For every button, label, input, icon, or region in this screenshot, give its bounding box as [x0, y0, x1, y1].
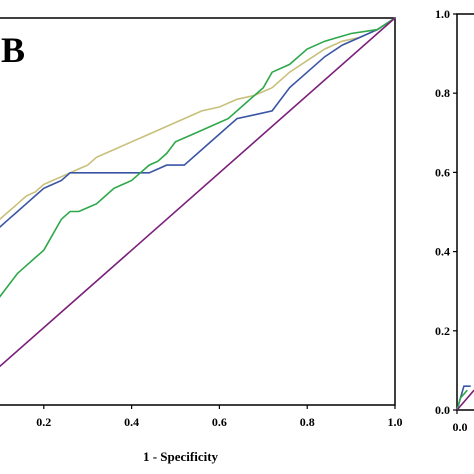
panel-c: 0.0 0.2 0.4 0.6 0.8 1.0 0.0	[435, 7, 474, 434]
panel-b-series-line-4	[0, 17, 396, 368]
panel-b-series-line-2	[0, 17, 396, 228]
panel-c-series-line-3	[456, 389, 474, 411]
panel-c-plot-frame	[456, 13, 474, 411]
panel-c-y-tick-label: 1.0	[435, 7, 450, 21]
panel-c-y-tick-label: 0.0	[435, 403, 450, 417]
panel-b-series-line-3	[0, 17, 396, 298]
panel-b-x-tick-label: 1.0	[388, 415, 403, 429]
panel-c-series-group	[456, 385, 474, 411]
panel-b-x-tick-label: 0.6	[212, 415, 227, 429]
panel-b-x-tick-label: 0.2	[36, 415, 51, 429]
panel-b-x-axis: 0.2 0.4 0.6 0.8 1.0	[36, 405, 403, 429]
panel-c-y-tick-label: 0.8	[435, 86, 450, 100]
panel-b-x-tick-label: 0.8	[300, 415, 315, 429]
panel-c-x-axis: 0.0	[453, 410, 468, 434]
panel-b-x-tick-label: 0.4	[124, 415, 139, 429]
panel-b-series-line-1	[0, 17, 396, 221]
panel-b-plot-frame	[0, 17, 396, 406]
panel-b: 0.2 0.4 0.6 0.8 1.0 1 - Specificity B	[0, 17, 403, 464]
panel-c-y-tick-label: 0.6	[435, 165, 450, 179]
panel-b-series-group	[0, 17, 396, 368]
panel-b-x-axis-label: 1 - Specificity	[143, 449, 219, 464]
panel-c-y-tick-label: 0.2	[435, 324, 450, 338]
panel-b-label: B	[1, 30, 25, 70]
panel-c-y-axis: 0.0 0.2 0.4 0.6 0.8 1.0	[435, 7, 457, 417]
panel-c-y-tick-label: 0.4	[435, 245, 450, 259]
panel-c-series-line-2	[456, 389, 468, 411]
panel-c-x-tick-label: 0.0	[453, 420, 468, 434]
